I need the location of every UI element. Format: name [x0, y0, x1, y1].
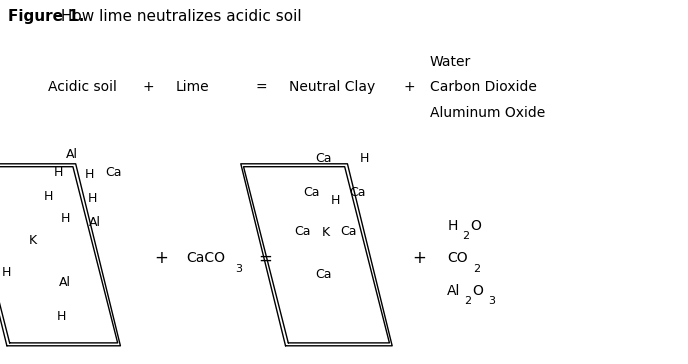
Text: H: H	[57, 310, 67, 323]
Text: Al: Al	[89, 215, 101, 229]
Text: Lime: Lime	[175, 80, 209, 94]
Text: Al: Al	[59, 276, 72, 289]
Text: K: K	[29, 234, 37, 247]
Text: =: =	[258, 249, 272, 268]
Text: Aluminum Oxide: Aluminum Oxide	[430, 106, 546, 120]
Text: Water: Water	[430, 55, 471, 69]
Text: Acidic soil: Acidic soil	[48, 80, 117, 94]
Text: +: +	[413, 249, 427, 268]
Text: =: =	[256, 80, 267, 94]
Text: O: O	[473, 284, 484, 298]
Text: H: H	[54, 166, 63, 179]
Text: Neutral Clay: Neutral Clay	[289, 80, 375, 94]
Text: H: H	[85, 168, 94, 181]
Text: Al: Al	[447, 284, 460, 298]
Text: Ca: Ca	[105, 166, 122, 179]
Text: 3: 3	[488, 296, 495, 306]
Text: H: H	[61, 212, 70, 225]
Text: Al: Al	[66, 148, 78, 161]
Text: +: +	[142, 80, 153, 94]
Text: Ca: Ca	[315, 268, 332, 281]
Text: 3: 3	[235, 264, 242, 274]
Text: O: O	[470, 219, 481, 233]
Text: H: H	[88, 192, 98, 205]
Text: +: +	[404, 80, 415, 94]
Text: Ca: Ca	[303, 186, 320, 199]
Text: 2: 2	[462, 231, 469, 241]
Text: K: K	[321, 226, 330, 240]
Text: How lime neutralizes acidic soil: How lime neutralizes acidic soil	[56, 9, 302, 24]
Text: 2: 2	[464, 296, 471, 306]
Text: Figure 1.: Figure 1.	[8, 9, 85, 24]
Text: Ca: Ca	[341, 225, 357, 238]
Text: H: H	[2, 266, 12, 280]
Text: 2: 2	[473, 264, 480, 274]
Text: H: H	[43, 190, 53, 203]
Text: CaCO: CaCO	[186, 252, 225, 265]
Text: CO: CO	[447, 252, 468, 265]
Text: H: H	[360, 152, 369, 165]
Text: H: H	[447, 219, 458, 233]
Text: H: H	[331, 194, 341, 207]
Text: Carbon Dioxide: Carbon Dioxide	[430, 80, 537, 94]
Text: +: +	[155, 249, 169, 268]
Text: Ca: Ca	[350, 186, 366, 199]
Text: Ca: Ca	[294, 225, 311, 238]
Text: Ca: Ca	[315, 152, 332, 165]
